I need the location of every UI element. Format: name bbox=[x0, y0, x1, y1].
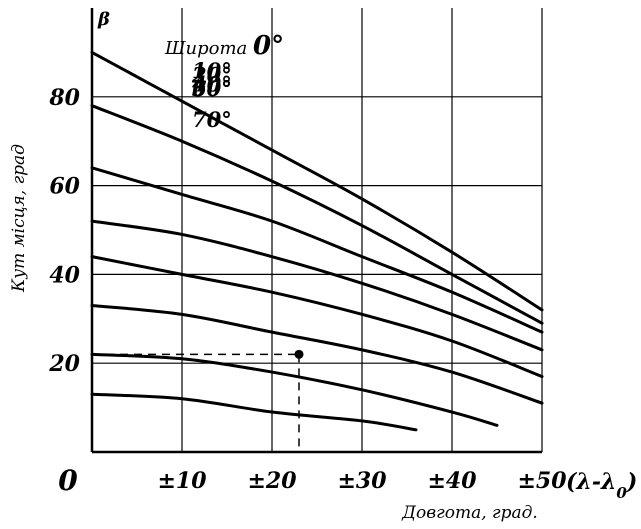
label-layer: Широта 0°10°20°30°40°50°60° 70° bbox=[164, 31, 284, 132]
x-tick-label: ±10 bbox=[157, 468, 207, 494]
series-line bbox=[90, 104, 544, 325]
x-tick-label: ±50 bbox=[517, 468, 567, 494]
annotation-layer bbox=[92, 349, 304, 452]
y-tick-label: 80 bbox=[48, 85, 80, 111]
series-layer bbox=[90, 50, 544, 432]
y-axis-symbol: β bbox=[97, 9, 110, 30]
series-line bbox=[90, 255, 544, 379]
series-line bbox=[90, 219, 544, 352]
series-label: 50° bbox=[192, 76, 232, 101]
y-tick-label: 20 bbox=[48, 351, 80, 377]
series-label: 40° bbox=[192, 71, 232, 96]
x-tick-label: ±20 bbox=[247, 468, 297, 494]
series-label: 60° bbox=[192, 76, 232, 101]
annotation-point bbox=[294, 349, 304, 359]
x-tick-label: ±30 bbox=[337, 468, 387, 494]
y-axis-title: Кут місця, град bbox=[9, 144, 29, 293]
series-line bbox=[90, 166, 544, 334]
x-axis-title: Довгота, град. bbox=[401, 503, 538, 523]
series-line bbox=[90, 50, 544, 312]
chart-title: Широта 0° bbox=[164, 31, 284, 61]
grid-layer bbox=[92, 8, 543, 452]
series-label: 70° bbox=[192, 107, 232, 132]
series-line bbox=[90, 303, 544, 405]
series-line bbox=[90, 392, 418, 432]
x-tick-label-origin: 0 bbox=[58, 464, 78, 497]
x-tick-label: ±40 bbox=[427, 468, 477, 494]
y-tick-label: 60 bbox=[49, 174, 80, 200]
y-tick-label: 40 bbox=[49, 262, 80, 288]
x-axis-expression: (λ-λ0) bbox=[566, 469, 637, 502]
axis-layer: 20 40 60 80 0 ±10 ±20 ±30 ±40 ±50 (λ-λ0) β Кут місця… bbox=[9, 8, 637, 523]
series-label: 30° bbox=[192, 76, 232, 101]
series-label: 20° bbox=[191, 63, 232, 88]
series-label: 10° bbox=[192, 58, 232, 83]
series-line bbox=[90, 352, 499, 427]
